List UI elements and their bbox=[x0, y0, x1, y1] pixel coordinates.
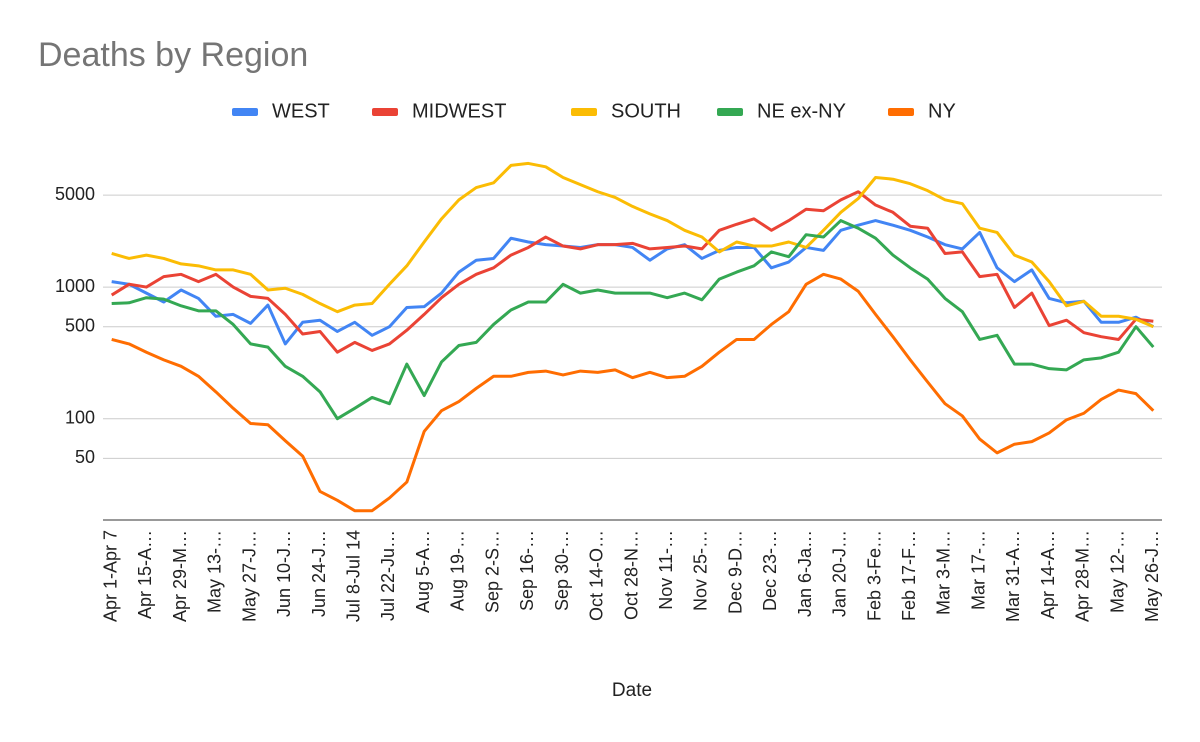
x-tick-label: Aug 5-A… bbox=[413, 530, 433, 613]
x-tick-label: Dec 23-… bbox=[760, 530, 780, 611]
x-tick-label: May 26-J… bbox=[1142, 530, 1162, 622]
legend-swatch bbox=[888, 108, 914, 116]
legend-swatch bbox=[232, 108, 258, 116]
x-tick-label: Jul 22-Ju… bbox=[378, 530, 398, 621]
x-tick-label: Apr 28-M… bbox=[1073, 530, 1093, 622]
series-line bbox=[111, 219, 1155, 346]
x-tick-label: Apr 15-A… bbox=[135, 530, 155, 619]
legend-swatch bbox=[717, 108, 743, 116]
x-tick-label: Apr 14-A… bbox=[1038, 530, 1058, 619]
y-tick-label: 100 bbox=[65, 407, 95, 427]
legend-label: NE ex-NY bbox=[757, 100, 846, 122]
y-tick-label: 1000 bbox=[55, 276, 95, 296]
x-tick-label: Feb 3-Fe… bbox=[864, 530, 884, 621]
x-tick-label: Oct 28-N… bbox=[621, 530, 641, 620]
x-tick-label: Jan 20-J… bbox=[830, 530, 850, 617]
y-tick-label: 5000 bbox=[55, 184, 95, 204]
x-tick-label: May 13-… bbox=[205, 530, 225, 613]
y-tick-label: 50 bbox=[75, 447, 95, 467]
series-line bbox=[110, 190, 1154, 354]
legend-swatch bbox=[571, 108, 597, 116]
series-line bbox=[111, 272, 1155, 513]
legend-swatch bbox=[372, 108, 398, 116]
x-axis-title: Date bbox=[612, 680, 652, 701]
x-tick-label: Sep 16-… bbox=[517, 530, 537, 611]
legend-label: SOUTH bbox=[611, 100, 681, 122]
y-tick-label: 500 bbox=[65, 315, 95, 335]
x-tick-label: Mar 31-A… bbox=[1003, 530, 1023, 622]
x-tick-label: Mar 3-M… bbox=[934, 530, 954, 615]
x-tick-label: Apr 1-Apr 7 bbox=[100, 530, 120, 622]
x-tick-label: Jun 10-J… bbox=[274, 530, 294, 617]
x-tick-label: Dec 9-D… bbox=[725, 530, 745, 614]
legend-label: MIDWEST bbox=[412, 100, 506, 122]
legend-label: WEST bbox=[272, 100, 330, 122]
x-tick-label: Jan 6-Ja… bbox=[795, 530, 815, 617]
x-tick-label: Nov 25-… bbox=[691, 530, 711, 611]
x-tick-label: Sep 2-S… bbox=[482, 530, 502, 613]
x-tick-label: Mar 17-… bbox=[968, 530, 988, 610]
x-tick-label: Feb 17-F… bbox=[899, 530, 919, 621]
legend-label: NY bbox=[928, 100, 956, 122]
x-tick-label: Nov 11-… bbox=[656, 530, 676, 610]
series-line bbox=[111, 161, 1154, 329]
series-line bbox=[111, 219, 1155, 421]
x-tick-label: May 12-… bbox=[1107, 530, 1127, 613]
x-tick-label: Jun 24-J… bbox=[309, 530, 329, 617]
x-tick-label: Aug 19-… bbox=[448, 530, 468, 611]
x-tick-label: May 27-J… bbox=[239, 530, 259, 622]
x-tick-label: Jul 8-Jul 14 bbox=[343, 530, 363, 622]
x-tick-label: Apr 29-M… bbox=[170, 530, 190, 622]
x-tick-label: Sep 30-… bbox=[552, 530, 572, 611]
chart-title: Deaths by Region bbox=[38, 36, 308, 74]
x-tick-label: Oct 14-O… bbox=[587, 530, 607, 621]
